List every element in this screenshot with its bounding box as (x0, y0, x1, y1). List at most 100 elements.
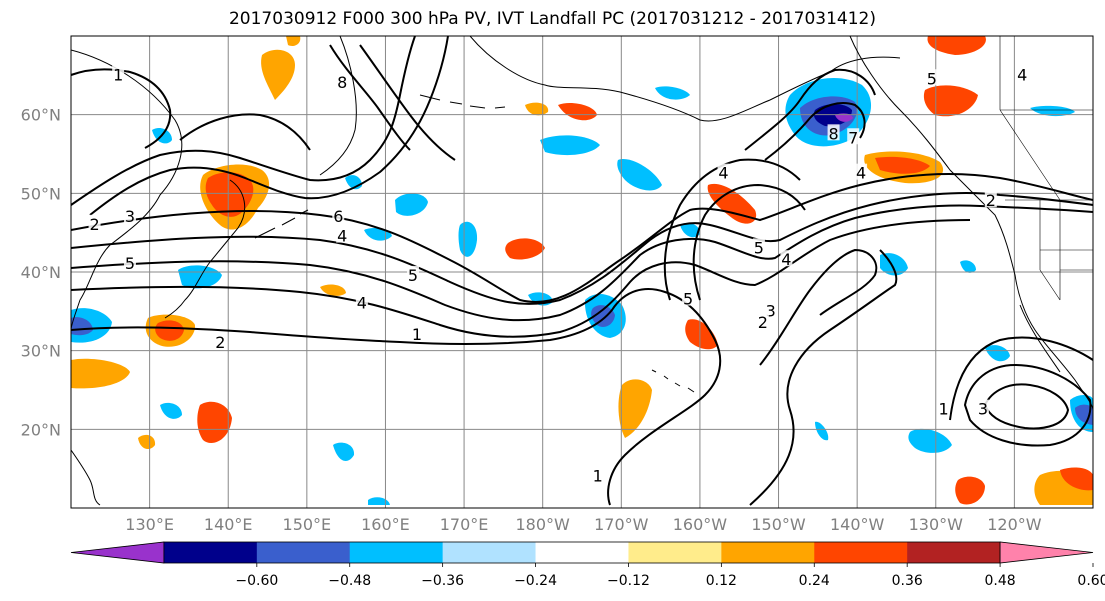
contour-line (71, 204, 1093, 322)
colorbar-bin (442, 542, 537, 563)
contour-label-background (717, 163, 730, 180)
contour-line (71, 36, 416, 206)
pv-negative-region (680, 222, 700, 238)
lon-tick-label: 140°W (830, 515, 885, 534)
contour-label: 7 (848, 128, 858, 147)
longitude-axis-labels: 130°E 140°E 150°E 160°E 170°E 180°W 170°W 160°W… (125, 515, 1041, 534)
contour-label: 5 (683, 290, 693, 309)
contour-line (663, 158, 801, 301)
lat-tick-label: 20°N (21, 420, 61, 439)
pv-negative-region (655, 86, 690, 100)
pv-negative-region (960, 260, 976, 273)
contour-label-background (112, 65, 125, 82)
pv-positive-region (71, 358, 130, 389)
pv-positive-region (955, 476, 985, 505)
contour-label-background (591, 466, 604, 483)
lon-tick-label: 120°W (987, 515, 1042, 534)
pv-negative-region (591, 305, 615, 327)
contour-line (359, 44, 456, 161)
pv-positive-region (205, 172, 254, 217)
colorbar-bin (721, 542, 815, 563)
pv-positive-region (618, 379, 652, 438)
colorbar-tick-label: −0.60 (235, 573, 278, 589)
colorbar-bin (814, 542, 908, 563)
pv-negative-region (71, 317, 93, 336)
pv-positive-region (197, 401, 232, 444)
colorbar-tick-label: −0.24 (514, 573, 557, 589)
lon-tick-label: 140°E (204, 515, 253, 534)
lon-tick-label: 160°W (673, 515, 728, 534)
colorbar-bin (907, 542, 1001, 563)
contour-label: 8 (337, 73, 347, 92)
colorbar-bin (256, 542, 351, 563)
contour-label: 4 (856, 164, 866, 183)
contour-label-background (123, 254, 136, 271)
contour-line (71, 192, 1093, 305)
pv-positive-region (927, 36, 986, 55)
pv-positive-region (558, 103, 597, 121)
lon-tick-label: 130°E (125, 515, 174, 534)
contour-label-background (752, 238, 765, 255)
north-america-coastline (849, 36, 1093, 411)
colorbar-tick-label: 0.48 (985, 573, 1016, 589)
pv-positive-region (155, 320, 184, 341)
contour-label: 1 (593, 467, 603, 486)
asia-coastline (71, 49, 183, 331)
pv-positive-region (875, 156, 930, 174)
contour-label: 8 (828, 124, 838, 143)
contour-label-background (780, 250, 793, 267)
map-frame (70, 35, 1094, 509)
contour-label-background (123, 206, 136, 223)
pv-negative-region (908, 428, 952, 453)
colorbar: −0.60 −0.48 −0.36 −0.24 −0.12 0.12 0.24 0.36 0.4… (70, 541, 1105, 589)
lon-tick-label: 160°E (361, 515, 410, 534)
contour-label-background (410, 324, 423, 341)
pv-negative-region (368, 497, 390, 505)
colorbar-tick-label: −0.48 (328, 573, 371, 589)
contour-label: 5 (125, 254, 135, 273)
contour-label-background (1016, 65, 1029, 82)
pv-positive-region (138, 434, 156, 450)
pv-negative-region (1030, 105, 1075, 117)
contour-label-background (88, 214, 101, 231)
colorbar-tick-label: −0.12 (607, 573, 650, 589)
contour-label-background (925, 69, 938, 86)
contour-line (963, 363, 1092, 447)
contour-line (749, 249, 898, 506)
contour-label: 2 (758, 313, 768, 332)
lon-tick-label: 170°E (440, 515, 489, 534)
contour-label-background (214, 332, 227, 349)
colorbar-bin (628, 542, 722, 563)
contour-label-background (336, 73, 349, 90)
contour-line (692, 183, 806, 301)
pv-negative-region (395, 193, 428, 216)
pv-positive-region (320, 284, 346, 296)
contour-label: 4 (1017, 65, 1027, 84)
pv-negative-region (835, 113, 853, 122)
contour-label: 2 (986, 191, 996, 210)
contour-label: 5 (754, 238, 764, 257)
lon-tick-label: 130°W (909, 515, 964, 534)
colorbar-bin (535, 542, 629, 563)
contour-line (329, 44, 411, 151)
map-title: 2017030912 F000 300 hPa PV, IVT Landfall… (228, 9, 876, 29)
ivt-contours (71, 36, 1093, 506)
pv-negative-region (815, 421, 829, 441)
contour-label-background (976, 399, 989, 416)
contour-label: 1 (412, 325, 422, 344)
contour-line (764, 102, 866, 161)
contour-label: 6 (333, 207, 343, 226)
contour-label: 4 (337, 227, 347, 246)
contour-line (71, 219, 971, 338)
colorbar-tick-label: 0.36 (892, 573, 923, 589)
colorbar-tick-label: 0.60 (1077, 573, 1105, 589)
lon-tick-label: 170°W (594, 515, 649, 534)
contour-line (71, 68, 172, 149)
pv-positive-region (286, 36, 301, 46)
contour-line (179, 113, 311, 151)
pv-negative-region (985, 345, 1010, 362)
lat-tick-label: 40°N (21, 263, 61, 282)
